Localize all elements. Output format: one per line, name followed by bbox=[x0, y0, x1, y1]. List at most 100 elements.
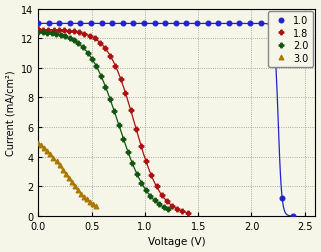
1.0 bbox=[57, 23, 61, 26]
2.0 bbox=[76, 43, 80, 46]
3.0 bbox=[48, 153, 52, 156]
1.8 bbox=[134, 128, 138, 131]
1.0 bbox=[174, 23, 178, 26]
1.8 bbox=[113, 65, 117, 68]
1.0 bbox=[185, 23, 188, 26]
2.0 bbox=[104, 86, 108, 89]
1.0 bbox=[143, 23, 146, 26]
3.0 bbox=[46, 150, 49, 153]
3.0 bbox=[79, 192, 83, 195]
1.0 bbox=[163, 23, 167, 26]
2.0 bbox=[99, 75, 103, 78]
2.0 bbox=[90, 58, 94, 61]
1.8 bbox=[98, 42, 102, 45]
1.8 bbox=[149, 174, 153, 177]
1.8 bbox=[93, 38, 97, 41]
1.0 bbox=[100, 23, 103, 26]
2.0 bbox=[94, 66, 98, 69]
1.8 bbox=[103, 47, 107, 50]
1.0 bbox=[121, 23, 125, 26]
1.8 bbox=[119, 78, 123, 81]
2.0 bbox=[153, 199, 157, 202]
1.0 bbox=[291, 215, 295, 218]
1.8 bbox=[180, 210, 184, 213]
3.0 bbox=[67, 177, 71, 180]
1.0 bbox=[110, 23, 114, 26]
Line: 1.8: 1.8 bbox=[36, 28, 190, 215]
2.0 bbox=[126, 151, 130, 154]
2.0 bbox=[50, 33, 54, 36]
2.0 bbox=[121, 138, 125, 141]
1.8 bbox=[62, 29, 66, 33]
1.8 bbox=[129, 109, 133, 112]
1.8 bbox=[160, 194, 164, 197]
2.0 bbox=[112, 110, 116, 113]
1.0 bbox=[90, 23, 93, 26]
2.0 bbox=[63, 36, 67, 39]
1.8 bbox=[72, 31, 76, 34]
2.0 bbox=[130, 162, 134, 165]
3.0 bbox=[91, 203, 95, 206]
Line: 2.0: 2.0 bbox=[36, 30, 171, 212]
1.8 bbox=[88, 35, 91, 38]
1.0 bbox=[248, 23, 252, 26]
Y-axis label: Current (mA/cm²): Current (mA/cm²) bbox=[5, 70, 15, 155]
1.8 bbox=[47, 29, 50, 32]
1.0 bbox=[238, 23, 241, 26]
1.0 bbox=[216, 23, 220, 26]
1.0 bbox=[280, 197, 284, 200]
3.0 bbox=[58, 164, 62, 167]
3.0 bbox=[70, 181, 74, 184]
2.0 bbox=[45, 32, 49, 35]
2.0 bbox=[72, 40, 76, 43]
2.0 bbox=[139, 181, 143, 184]
3.0 bbox=[94, 205, 98, 208]
2.0 bbox=[108, 98, 112, 101]
1.8 bbox=[155, 185, 159, 188]
Line: 1.0: 1.0 bbox=[36, 22, 296, 218]
X-axis label: Voltage (V): Voltage (V) bbox=[148, 237, 206, 246]
1.8 bbox=[175, 207, 179, 210]
3.0 bbox=[55, 160, 58, 163]
2.0 bbox=[117, 124, 121, 127]
1.0 bbox=[132, 23, 135, 26]
2.0 bbox=[135, 172, 139, 175]
3.0 bbox=[39, 144, 43, 147]
2.0 bbox=[167, 208, 170, 211]
1.8 bbox=[41, 29, 45, 32]
1.0 bbox=[47, 23, 50, 26]
1.8 bbox=[144, 160, 148, 163]
1.0 bbox=[227, 23, 231, 26]
1.8 bbox=[82, 33, 86, 36]
1.0 bbox=[152, 23, 156, 26]
Line: 3.0: 3.0 bbox=[36, 141, 98, 209]
1.8 bbox=[165, 200, 169, 203]
1.0 bbox=[259, 23, 263, 26]
3.0 bbox=[42, 147, 46, 150]
2.0 bbox=[36, 31, 40, 34]
1.8 bbox=[36, 29, 40, 32]
2.0 bbox=[157, 203, 161, 206]
2.0 bbox=[148, 194, 152, 197]
2.0 bbox=[162, 206, 166, 209]
1.0 bbox=[195, 23, 199, 26]
3.0 bbox=[36, 142, 40, 145]
2.0 bbox=[41, 32, 45, 35]
Legend: 1.0, 1.8, 2.0, 3.0: 1.0, 1.8, 2.0, 3.0 bbox=[268, 12, 313, 67]
3.0 bbox=[88, 201, 92, 204]
1.8 bbox=[52, 29, 56, 32]
3.0 bbox=[73, 185, 77, 188]
1.8 bbox=[78, 32, 82, 35]
1.8 bbox=[57, 29, 61, 32]
1.8 bbox=[170, 204, 174, 207]
3.0 bbox=[82, 195, 86, 198]
2.0 bbox=[144, 189, 148, 192]
2.0 bbox=[81, 47, 85, 50]
1.0 bbox=[79, 23, 82, 26]
1.8 bbox=[67, 30, 71, 33]
3.0 bbox=[61, 169, 65, 172]
3.0 bbox=[52, 156, 56, 160]
1.8 bbox=[124, 92, 127, 95]
1.0 bbox=[36, 23, 40, 26]
1.8 bbox=[108, 55, 112, 58]
